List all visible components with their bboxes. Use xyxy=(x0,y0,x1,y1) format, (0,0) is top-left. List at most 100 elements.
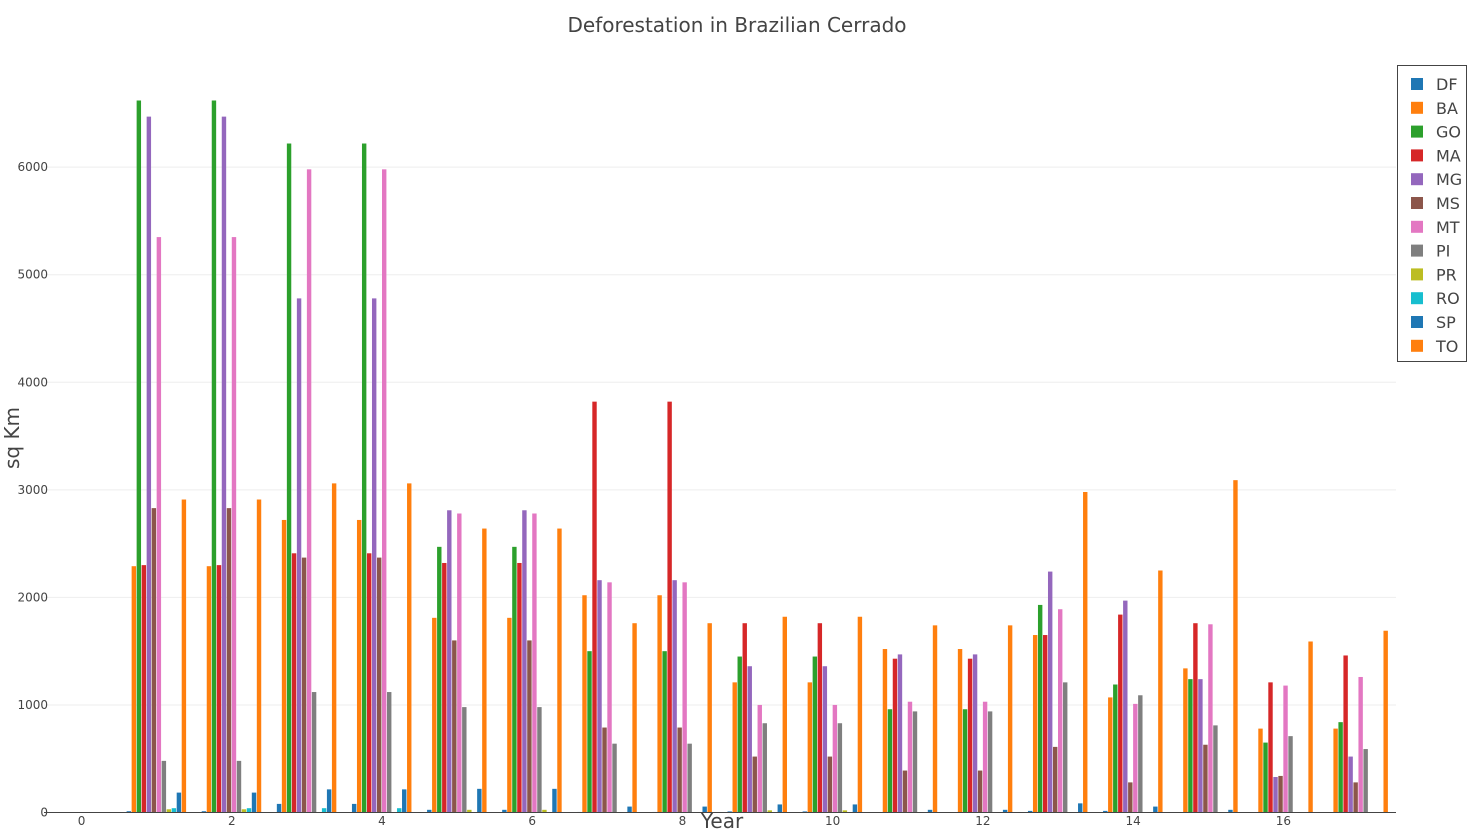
bar-ba-5 xyxy=(432,617,437,813)
gridlines xyxy=(44,166,1396,706)
bar-ma-5 xyxy=(442,562,447,813)
legend-swatch-sp xyxy=(1411,316,1423,328)
bar-go-11 xyxy=(887,709,893,813)
x-tick-label: 8 xyxy=(679,814,687,828)
bar-to-10 xyxy=(857,616,863,813)
bar-ba-10 xyxy=(807,682,813,813)
bar-sp-9 xyxy=(777,804,782,813)
bar-ba-12 xyxy=(957,649,963,813)
bar-mt-14 xyxy=(1133,703,1138,813)
bar-ms-8 xyxy=(677,727,682,813)
bar-ms-16 xyxy=(1278,775,1283,813)
bar-df-14 xyxy=(1103,810,1108,813)
bar-mg-7 xyxy=(597,580,602,813)
x-tick-labels: 0 2 4 6 8 10 12 14 16 xyxy=(78,814,1291,828)
bar-sp-5 xyxy=(477,788,482,813)
bar-sp-3 xyxy=(326,789,332,813)
legend-label-ma: MA xyxy=(1436,146,1461,165)
bar-ms-3 xyxy=(301,557,307,813)
bar-mg-8 xyxy=(672,580,677,813)
bar-mt-1 xyxy=(156,237,162,813)
bar-ms-13 xyxy=(1052,746,1058,813)
x-tick-label: 6 xyxy=(528,814,536,828)
bar-to-12 xyxy=(1007,625,1013,813)
bar-ms-17 xyxy=(1353,782,1358,813)
legend-label-ba: BA xyxy=(1436,99,1458,118)
bar-sp-11 xyxy=(927,809,933,813)
bar-pr-10 xyxy=(842,810,848,813)
legend-label-df: DF xyxy=(1436,75,1458,94)
bar-ba-2 xyxy=(206,566,212,813)
bar-df-5 xyxy=(427,809,432,813)
bar-to-6 xyxy=(557,528,562,813)
bar-to-13 xyxy=(1083,491,1088,813)
bar-mt-9 xyxy=(757,704,762,813)
legend-label-pi: PI xyxy=(1436,242,1450,261)
bar-mg-10 xyxy=(822,666,828,813)
bar-mg-9 xyxy=(747,666,752,813)
bar-pi-16 xyxy=(1288,736,1293,813)
legend-label-mg: MG xyxy=(1436,170,1462,189)
bar-to-5 xyxy=(482,528,487,813)
bar-mt-16 xyxy=(1283,685,1288,813)
bar-mg-5 xyxy=(447,510,452,813)
bar-mt-11 xyxy=(907,701,913,813)
bar-pi-7 xyxy=(612,743,617,813)
bar-go-14 xyxy=(1113,684,1118,813)
bar-ms-4 xyxy=(376,557,382,813)
bar-to-15 xyxy=(1233,480,1238,813)
bar-ma-8 xyxy=(667,401,672,813)
bar-go-7 xyxy=(587,651,592,813)
bar-ma-9 xyxy=(742,623,747,813)
bar-sp-10 xyxy=(852,804,858,813)
bar-mt-2 xyxy=(231,237,237,813)
bar-to-3 xyxy=(331,483,337,813)
legend-swatch-ms xyxy=(1411,197,1423,209)
legend-swatch-df xyxy=(1411,78,1423,90)
bar-to-9 xyxy=(782,616,787,813)
x-tick-label: 10 xyxy=(825,814,840,828)
legend-swatch-go xyxy=(1411,125,1423,138)
legend-label-pr: PR xyxy=(1436,265,1457,284)
bar-go-15 xyxy=(1188,679,1193,813)
legend-swatch-to xyxy=(1411,339,1423,352)
x-axis-title: Year xyxy=(700,809,744,831)
bar-ms-1 xyxy=(151,508,157,813)
bar-mt-15 xyxy=(1208,624,1213,813)
legend-swatch-pi xyxy=(1411,244,1423,257)
bar-pi-5 xyxy=(462,707,467,813)
bar-go-1 xyxy=(136,100,142,813)
bar-ma-11 xyxy=(892,658,898,813)
bar-go-4 xyxy=(361,143,367,813)
legend-label-sp: SP xyxy=(1436,313,1456,332)
bar-ma-1 xyxy=(141,565,147,813)
bar-ro-1 xyxy=(171,808,177,813)
x-tick-label: 14 xyxy=(1125,814,1140,828)
bar-mt-8 xyxy=(682,582,687,813)
bar-mt-7 xyxy=(607,582,612,813)
y-tick-label: 4000 xyxy=(17,375,48,389)
bar-mg-1 xyxy=(146,116,152,813)
bar-ma-13 xyxy=(1042,635,1048,813)
bar-df-1 xyxy=(126,811,132,813)
legend-swatch-ro xyxy=(1411,292,1423,305)
bar-ba-13 xyxy=(1032,635,1038,813)
bar-ba-4 xyxy=(356,519,362,813)
bar-to-8 xyxy=(707,623,712,813)
bar-ma-17 xyxy=(1343,655,1348,813)
bar-pi-2 xyxy=(236,760,242,813)
bar-mg-17 xyxy=(1348,756,1353,813)
y-tick-labels: 0 1000 2000 3000 4000 5000 6000 xyxy=(17,160,48,819)
bar-pr-9 xyxy=(767,810,772,813)
bar-ma-6 xyxy=(517,562,522,813)
bars xyxy=(126,100,1388,813)
x-tick-label: 0 xyxy=(78,814,86,828)
bar-ma-3 xyxy=(291,553,297,813)
bar-ba-7 xyxy=(582,595,587,813)
bar-ms-6 xyxy=(527,640,532,813)
bar-df-13 xyxy=(1027,810,1033,813)
bar-ba-1 xyxy=(131,566,137,813)
bar-pi-11 xyxy=(912,711,918,813)
bar-ma-16 xyxy=(1268,682,1273,813)
bar-go-6 xyxy=(512,546,517,813)
